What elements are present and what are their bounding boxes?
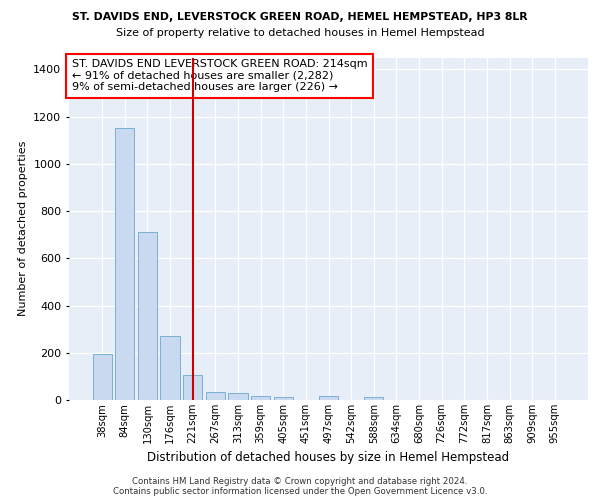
Text: Contains HM Land Registry data © Crown copyright and database right 2024.: Contains HM Land Registry data © Crown c…: [132, 477, 468, 486]
X-axis label: Distribution of detached houses by size in Hemel Hempstead: Distribution of detached houses by size …: [148, 452, 509, 464]
Text: Size of property relative to detached houses in Hemel Hempstead: Size of property relative to detached ho…: [116, 28, 484, 38]
Text: Contains public sector information licensed under the Open Government Licence v3: Contains public sector information licen…: [113, 487, 487, 496]
Text: ST. DAVIDS END, LEVERSTOCK GREEN ROAD, HEMEL HEMPSTEAD, HP3 8LR: ST. DAVIDS END, LEVERSTOCK GREEN ROAD, H…: [72, 12, 528, 22]
Bar: [138, 232, 157, 400]
Text: ST. DAVIDS END LEVERSTOCK GREEN ROAD: 214sqm
← 91% of detached houses are smalle: ST. DAVIDS END LEVERSTOCK GREEN ROAD: 21…: [71, 59, 367, 92]
Bar: [183, 375, 202, 400]
Y-axis label: Number of detached properties: Number of detached properties: [17, 141, 28, 316]
Bar: [206, 392, 225, 400]
Bar: [229, 394, 248, 400]
Bar: [319, 396, 338, 400]
Bar: [115, 128, 134, 400]
Bar: [92, 354, 112, 400]
Bar: [274, 397, 293, 400]
Bar: [251, 396, 270, 400]
Bar: [160, 336, 180, 400]
Bar: [364, 396, 383, 400]
